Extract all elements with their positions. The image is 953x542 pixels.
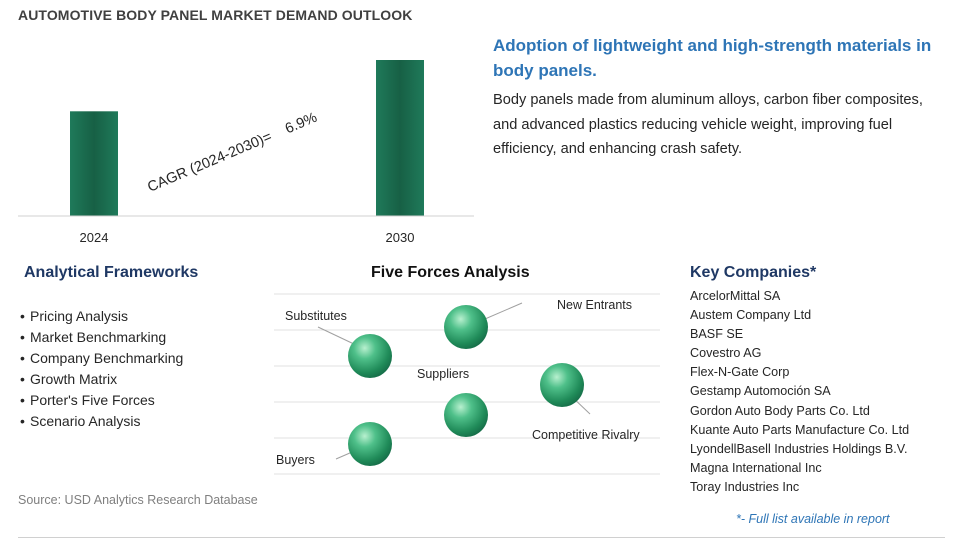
list-item: Scenario Analysis bbox=[20, 411, 183, 432]
bar-2024 bbox=[70, 111, 118, 216]
label-suppliers: Suppliers bbox=[417, 367, 469, 381]
list-item: Magna International Inc bbox=[690, 460, 822, 475]
list-item: Austem Company Ltd bbox=[690, 308, 812, 323]
list-item: BASF SE bbox=[690, 327, 744, 342]
label-substitutes: Substitutes bbox=[285, 309, 347, 323]
label-new-entrants: New Entrants bbox=[557, 298, 632, 312]
footer-divider bbox=[18, 537, 945, 538]
list-item: Flex-N-Gate Corp bbox=[690, 365, 790, 380]
five-forces-title: Five Forces Analysis bbox=[371, 264, 530, 281]
demand-bar-chart: CAGR (2024-2030)= 6.9% 2024 2030 bbox=[18, 60, 474, 245]
cagr-annotation: CAGR (2024-2030)= 6.9% bbox=[145, 110, 319, 196]
list-item: ArcelorMittal SA bbox=[690, 289, 781, 303]
tick-label-2024: 2024 bbox=[80, 230, 109, 245]
connector-line bbox=[569, 394, 591, 415]
list-item: Pricing Analysis bbox=[20, 306, 183, 327]
connector-line bbox=[335, 445, 367, 460]
list-item: Covestro AG bbox=[690, 346, 762, 361]
list-item: LyondellBasell Industries Holdings B.V. bbox=[690, 441, 908, 456]
description: Body panels made from aluminum alloys, c… bbox=[493, 92, 923, 157]
list-item: Gordon Auto Body Parts Co. Ltd bbox=[690, 403, 870, 418]
list-item: Market Benchmarking bbox=[20, 327, 183, 348]
list-item: Porter's Five Forces bbox=[20, 390, 183, 411]
connector-line bbox=[477, 302, 523, 323]
bar-2030 bbox=[376, 60, 424, 216]
label-buyers: Buyers bbox=[276, 453, 315, 467]
companies-list: ArcelorMittal SA Austem Company Ltd BASF… bbox=[690, 287, 909, 497]
source-text: Source: USD Analytics Research Database bbox=[18, 493, 258, 507]
headline: Adoption of lightweight and high-strengt… bbox=[493, 36, 932, 80]
sphere-suppliers bbox=[444, 393, 488, 437]
companies-title: Key Companies* bbox=[690, 264, 817, 281]
list-item: Gestamp Automoción SA bbox=[690, 384, 831, 399]
list-item: Growth Matrix bbox=[20, 369, 183, 390]
list-item: Kuante Auto Parts Manufacture Co. Ltd bbox=[690, 422, 910, 437]
list-item: Toray Industries Inc bbox=[690, 479, 800, 494]
label-competitive-rivalry: Competitive Rivalry bbox=[532, 428, 640, 442]
frameworks-list: Pricing Analysis Market Benchmarking Com… bbox=[20, 306, 183, 432]
sphere-competitive-rivalry bbox=[540, 363, 584, 407]
page-title: AUTOMOTIVE BODY PANEL MARKET DEMAND OUTL… bbox=[18, 7, 413, 23]
sphere-new-entrants bbox=[444, 305, 488, 349]
list-item: Company Benchmarking bbox=[20, 348, 183, 369]
frameworks-title: Analytical Frameworks bbox=[24, 264, 199, 281]
full-list-note: *- Full list available in report bbox=[736, 512, 890, 526]
tick-label-2030: 2030 bbox=[386, 230, 415, 245]
sphere-buyers bbox=[348, 422, 392, 466]
sphere-substitutes bbox=[348, 334, 392, 378]
connector-line bbox=[317, 326, 357, 346]
